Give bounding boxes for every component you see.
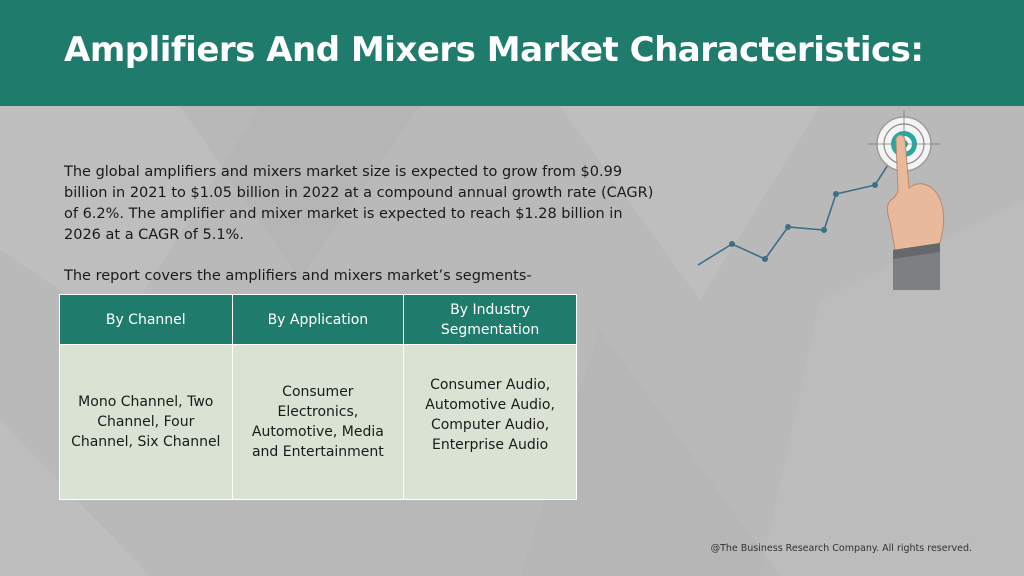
header-by-application: By Application [231, 294, 405, 345]
page-title: Amplifiers And Mixers Market Characteris… [64, 30, 924, 70]
growth-chart-with-hand-touching-target-icon [697, 110, 945, 290]
cell-channel: Mono Channel, Two Channel, Four Channel,… [59, 344, 233, 500]
cell-industry-segmentation: Consumer Audio, Automotive Audio, Comput… [403, 344, 577, 500]
header-bar: Amplifiers And Mixers Market Characteris… [0, 0, 1024, 106]
segments-intro: The report covers the amplifiers and mix… [64, 268, 532, 284]
cell-application: Consumer Electronics, Automotive, Media … [231, 344, 405, 500]
copyright-footer: @The Business Research Company. All righ… [710, 543, 972, 554]
header-by-channel: By Channel [59, 294, 233, 345]
table-row: Mono Channel, Two Channel, Four Channel,… [59, 344, 577, 500]
market-size-paragraph: The global amplifiers and mixers market … [64, 164, 654, 243]
segments-table: By Channel By Application By Industry Se… [59, 294, 577, 500]
header-by-industry-segmentation: By Industry Segmentation [403, 294, 577, 345]
table-header-row: By Channel By Application By Industry Se… [59, 294, 577, 345]
